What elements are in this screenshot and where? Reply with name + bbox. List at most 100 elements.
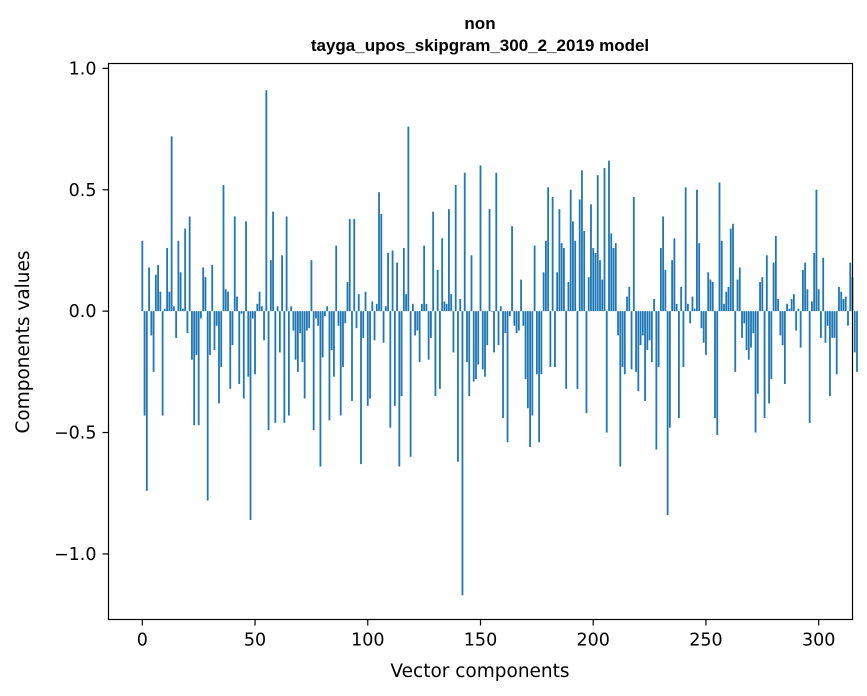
bar bbox=[856, 311, 858, 372]
bar bbox=[452, 311, 455, 353]
bar bbox=[159, 291, 162, 312]
bar bbox=[454, 184, 457, 312]
bar bbox=[272, 211, 274, 312]
bar bbox=[838, 286, 840, 312]
bar bbox=[759, 282, 761, 312]
bar bbox=[603, 167, 606, 312]
bar bbox=[384, 306, 387, 312]
bar bbox=[154, 274, 157, 312]
bar bbox=[772, 262, 775, 312]
bar bbox=[175, 311, 178, 338]
bar bbox=[326, 306, 329, 312]
bar bbox=[502, 311, 504, 418]
bar bbox=[339, 311, 342, 416]
bar bbox=[644, 311, 646, 401]
bar bbox=[723, 303, 725, 312]
y-tick-label: 1.0 bbox=[69, 59, 97, 79]
bar bbox=[538, 311, 541, 443]
bar bbox=[170, 136, 173, 312]
bar bbox=[213, 311, 216, 350]
bar bbox=[405, 294, 407, 312]
bar bbox=[727, 286, 730, 312]
bar bbox=[218, 311, 220, 404]
bar bbox=[714, 311, 716, 418]
bar bbox=[215, 311, 218, 326]
bar bbox=[254, 311, 256, 375]
bar bbox=[486, 311, 489, 346]
bar bbox=[781, 311, 784, 346]
bar bbox=[756, 311, 759, 394]
bar bbox=[569, 189, 572, 312]
bar bbox=[351, 311, 353, 401]
bar bbox=[547, 187, 550, 312]
bar bbox=[292, 311, 295, 331]
bar bbox=[806, 289, 809, 312]
bar bbox=[831, 311, 834, 338]
bar bbox=[700, 311, 703, 329]
x-tick-label: 250 bbox=[689, 631, 722, 651]
bar bbox=[515, 311, 518, 333]
bar bbox=[163, 308, 166, 312]
x-tick-label: 200 bbox=[577, 631, 610, 651]
bar bbox=[143, 311, 146, 416]
chart-title-line-1: non bbox=[464, 14, 495, 33]
bar bbox=[659, 248, 662, 312]
bar bbox=[400, 311, 403, 397]
bar bbox=[224, 289, 227, 312]
bar bbox=[423, 245, 426, 312]
bar bbox=[752, 311, 755, 333]
bar bbox=[511, 226, 513, 312]
bar bbox=[655, 311, 658, 450]
bar bbox=[698, 243, 701, 312]
bar bbox=[763, 311, 766, 418]
bar bbox=[678, 311, 680, 418]
bar bbox=[811, 301, 813, 312]
bar bbox=[402, 248, 405, 312]
bar bbox=[274, 311, 277, 423]
x-tick-label: 300 bbox=[802, 631, 835, 651]
bar bbox=[718, 182, 721, 312]
bar bbox=[191, 311, 193, 360]
bar bbox=[319, 311, 322, 467]
bar bbox=[188, 216, 191, 312]
bar bbox=[587, 277, 590, 312]
bar bbox=[375, 303, 378, 312]
bar bbox=[202, 267, 205, 312]
bar bbox=[240, 311, 243, 314]
x-tick-label: 50 bbox=[244, 631, 266, 651]
bar bbox=[646, 311, 649, 350]
bar bbox=[220, 311, 223, 367]
bar bbox=[729, 228, 732, 312]
bar bbox=[283, 311, 286, 423]
bar bbox=[707, 272, 710, 312]
bar bbox=[141, 240, 144, 312]
bar bbox=[829, 311, 831, 397]
bar bbox=[337, 311, 340, 326]
bar bbox=[371, 301, 374, 312]
bar bbox=[461, 311, 464, 596]
bar bbox=[233, 216, 236, 312]
bar bbox=[783, 311, 786, 384]
bar bbox=[459, 299, 462, 312]
bar bbox=[745, 311, 748, 350]
bar bbox=[599, 260, 601, 312]
bar bbox=[790, 299, 793, 312]
bar bbox=[560, 243, 563, 312]
bar bbox=[788, 308, 791, 312]
bar bbox=[411, 303, 414, 312]
bar bbox=[671, 260, 674, 312]
bar bbox=[227, 291, 229, 312]
bar bbox=[835, 311, 838, 375]
bar bbox=[506, 311, 509, 443]
bar bbox=[765, 255, 768, 312]
bar bbox=[378, 192, 380, 312]
bar bbox=[357, 294, 360, 312]
bar bbox=[635, 311, 637, 372]
bar bbox=[666, 311, 669, 516]
bar bbox=[761, 277, 764, 312]
bar bbox=[824, 311, 827, 343]
bar bbox=[691, 296, 694, 312]
bar bbox=[747, 311, 750, 360]
bar bbox=[416, 311, 419, 331]
bar bbox=[540, 311, 543, 375]
